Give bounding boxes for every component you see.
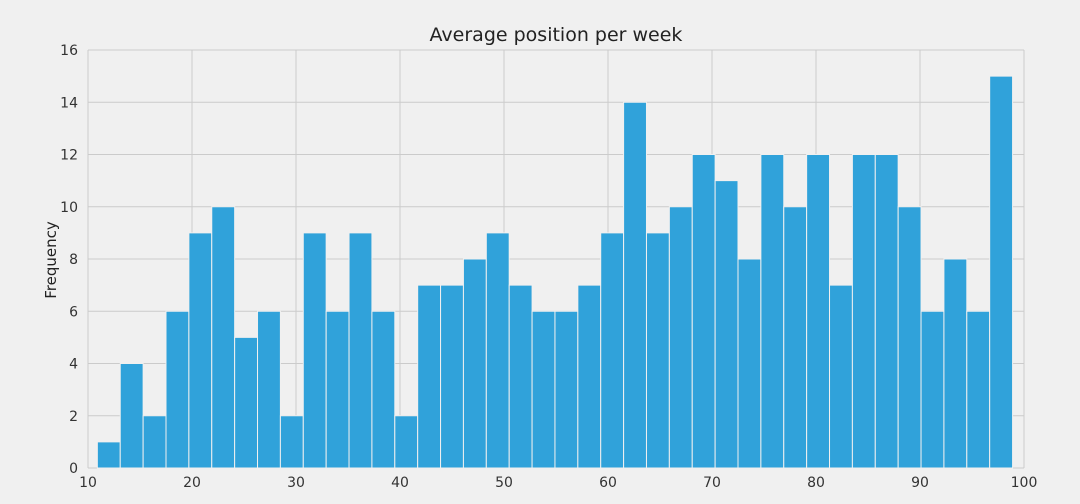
histogram-bar — [440, 284, 464, 469]
y-tick-label: 12 — [60, 148, 78, 164]
histogram-bar — [119, 363, 144, 469]
histogram-bar — [577, 284, 602, 469]
histogram-bar — [668, 206, 693, 469]
x-tick-label: 50 — [495, 475, 513, 491]
histogram-bar — [417, 284, 442, 469]
histogram-bar — [554, 310, 579, 469]
y-tick-label: 8 — [69, 252, 78, 268]
histogram-bar — [279, 415, 304, 469]
histogram-bar — [325, 310, 350, 469]
y-tick-label: 14 — [60, 95, 78, 111]
x-tick-label: 70 — [703, 475, 721, 491]
histogram-bar — [371, 310, 396, 469]
histogram-bar — [188, 232, 213, 469]
histogram-bar — [897, 206, 922, 469]
histogram-bar — [783, 206, 808, 469]
x-tick-label: 90 — [911, 475, 929, 491]
x-tick-label: 20 — [183, 475, 201, 491]
histogram-bar — [966, 310, 991, 469]
histogram-bar — [851, 154, 876, 469]
x-tick-label: 80 — [807, 475, 825, 491]
histogram-bar — [165, 310, 190, 469]
x-tick-label: 60 — [599, 475, 617, 491]
y-axis-title: Frequency — [42, 221, 60, 299]
histogram-bar — [691, 154, 716, 469]
bars — [96, 75, 1014, 469]
x-axis-ticks: 10 20 30 40 50 60 70 80 90 100 — [79, 475, 1037, 491]
y-axis-ticks: 0 2 4 6 8 10 12 14 16 — [60, 43, 78, 477]
histogram-bar — [623, 101, 647, 469]
y-tick-label: 0 — [69, 461, 78, 477]
x-tick-label: 100 — [1011, 475, 1038, 491]
histogram-bar — [257, 310, 281, 469]
histogram-bar — [760, 154, 785, 469]
histogram-bar — [600, 232, 625, 469]
histogram-bar — [485, 232, 510, 469]
histogram-bar — [96, 441, 121, 469]
histogram-bar — [531, 310, 556, 469]
y-tick-label: 2 — [69, 409, 78, 425]
y-tick-label: 16 — [60, 43, 78, 59]
histogram-bar — [920, 310, 945, 469]
y-tick-label: 4 — [69, 357, 78, 373]
histogram-bar — [645, 232, 670, 469]
histogram-bar — [829, 284, 853, 469]
x-tick-label: 30 — [287, 475, 305, 491]
histogram-bar — [737, 258, 762, 469]
chart-title: Average position per week — [430, 24, 683, 46]
x-tick-label: 40 — [391, 475, 409, 491]
histogram-bar — [714, 180, 739, 469]
histogram-bar — [234, 336, 259, 469]
y-tick-label: 6 — [69, 304, 78, 320]
histogram-bar — [302, 232, 327, 469]
histogram-bar — [806, 154, 831, 469]
histogram-bar — [142, 415, 167, 469]
histogram-bar — [348, 232, 373, 469]
histogram-bar — [211, 206, 236, 469]
histogram-bar — [943, 258, 968, 469]
histogram-bar — [394, 415, 419, 469]
y-tick-label: 10 — [60, 200, 78, 216]
histogram-bar — [462, 258, 487, 469]
x-tick-label: 10 — [79, 475, 97, 491]
histogram-bar — [874, 154, 899, 469]
histogram-bar — [508, 284, 533, 469]
histogram-bar — [989, 75, 1014, 469]
